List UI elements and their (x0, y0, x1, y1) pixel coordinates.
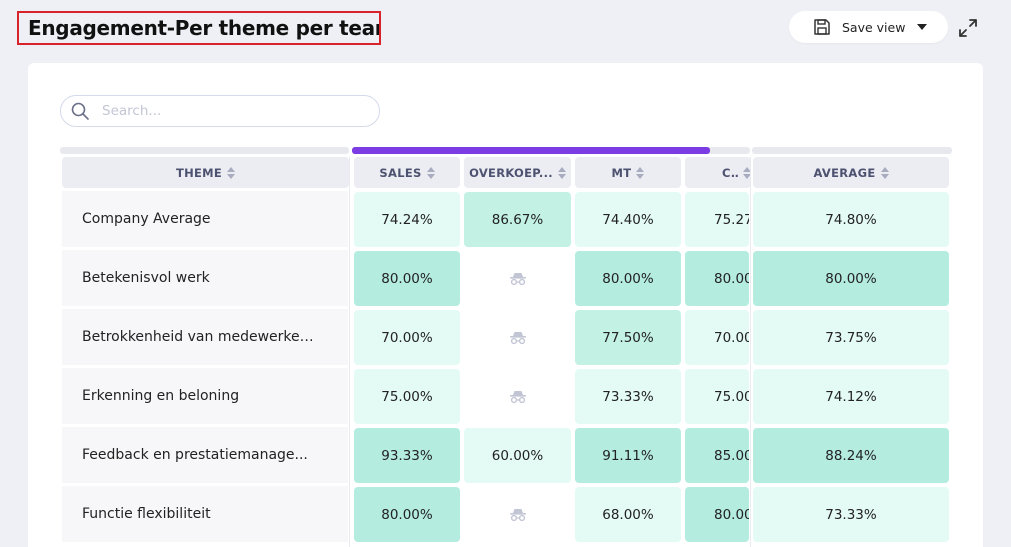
column-divider (750, 157, 751, 547)
table-cell-mt[interactable]: 91.11% (575, 428, 681, 483)
table-cell-cs[interactable]: 70.00 (685, 310, 749, 365)
scrollbar-thumb[interactable] (352, 147, 710, 154)
table-cell-average[interactable]: 74.12% (753, 369, 949, 424)
table-cell-cs[interactable]: 75.27 (685, 192, 749, 247)
expand-icon[interactable] (957, 17, 979, 39)
table-cell-average[interactable]: 88.24% (753, 428, 949, 483)
table-row-theme: Company Average (62, 191, 348, 247)
column-header-overkoep[interactable]: OVERKOEP... (464, 157, 571, 188)
sort-icon (743, 166, 751, 179)
scroll-track-right (752, 147, 952, 154)
table-row-theme: Betekenisvol werk (62, 250, 348, 306)
page-title: Engagement-Per theme per team (17, 11, 381, 45)
anonymous-icon (509, 508, 526, 521)
table-cell-cs[interactable]: 75.00 (685, 369, 749, 424)
column-header-mt[interactable]: MT (575, 157, 681, 188)
table-cell-mt[interactable]: 73.33% (575, 369, 681, 424)
table-cell-average[interactable]: 74.80% (753, 192, 949, 247)
chevron-down-icon (917, 24, 928, 30)
anonymous-icon (509, 390, 526, 403)
column-header-average[interactable]: AVERAGE (753, 157, 949, 188)
table-cell-average[interactable]: 73.33% (753, 487, 949, 542)
table-cell-overkoep (464, 487, 571, 542)
save-icon (814, 19, 830, 35)
search-input[interactable] (102, 103, 352, 119)
table-cell-cs[interactable]: 85.00 (685, 428, 749, 483)
column-header-theme[interactable]: THEME (62, 157, 349, 188)
search-icon (71, 102, 89, 120)
table-cell-sales[interactable]: 93.33% (354, 428, 460, 483)
anonymous-icon (509, 331, 526, 344)
table-cell-mt[interactable]: 74.40% (575, 192, 681, 247)
table-cell-overkoep[interactable]: 60.00% (464, 428, 571, 483)
table-cell-mt[interactable]: 68.00% (575, 487, 681, 542)
sort-icon (227, 166, 236, 179)
table-cell-average[interactable]: 73.75% (753, 310, 949, 365)
table-cell-average[interactable]: 80.00% (753, 251, 949, 306)
table-row-theme: Erkenning en beloning (62, 368, 348, 424)
table-cell-cs[interactable]: 80.00 (685, 251, 749, 306)
table-cell-overkoep (464, 310, 571, 365)
table-cell-overkoep (464, 251, 571, 306)
column-header-cs[interactable]: CS (685, 157, 751, 188)
save-view-button[interactable]: Save view (789, 11, 948, 43)
anonymous-icon (509, 272, 526, 285)
search-box[interactable] (60, 95, 380, 127)
table-cell-sales[interactable]: 80.00% (354, 487, 460, 542)
column-header-sales[interactable]: SALES (354, 157, 460, 188)
table-cell-overkoep (464, 369, 571, 424)
table-row-theme: Functie flexibiliteit (62, 486, 348, 542)
table-cell-mt[interactable]: 80.00% (575, 251, 681, 306)
table-cell-sales[interactable]: 70.00% (354, 310, 460, 365)
sort-icon (636, 166, 645, 179)
table-cell-sales[interactable]: 80.00% (354, 251, 460, 306)
sort-icon (880, 166, 889, 179)
table-cell-mt[interactable]: 77.50% (575, 310, 681, 365)
table-cell-overkoep[interactable]: 86.67% (464, 192, 571, 247)
scroll-track-left (60, 147, 349, 154)
table-cell-cs[interactable]: 80.00 (685, 487, 749, 542)
sort-icon (426, 166, 435, 179)
sort-icon (557, 166, 566, 179)
save-view-label: Save view (842, 19, 906, 35)
table-row-theme: Feedback en prestatiemanage... (62, 427, 348, 483)
table-cell-sales[interactable]: 75.00% (354, 369, 460, 424)
table-cell-sales[interactable]: 74.24% (354, 192, 460, 247)
table-row-theme: Betrokkenheid van medewerker... (62, 309, 348, 365)
column-divider (349, 157, 350, 547)
